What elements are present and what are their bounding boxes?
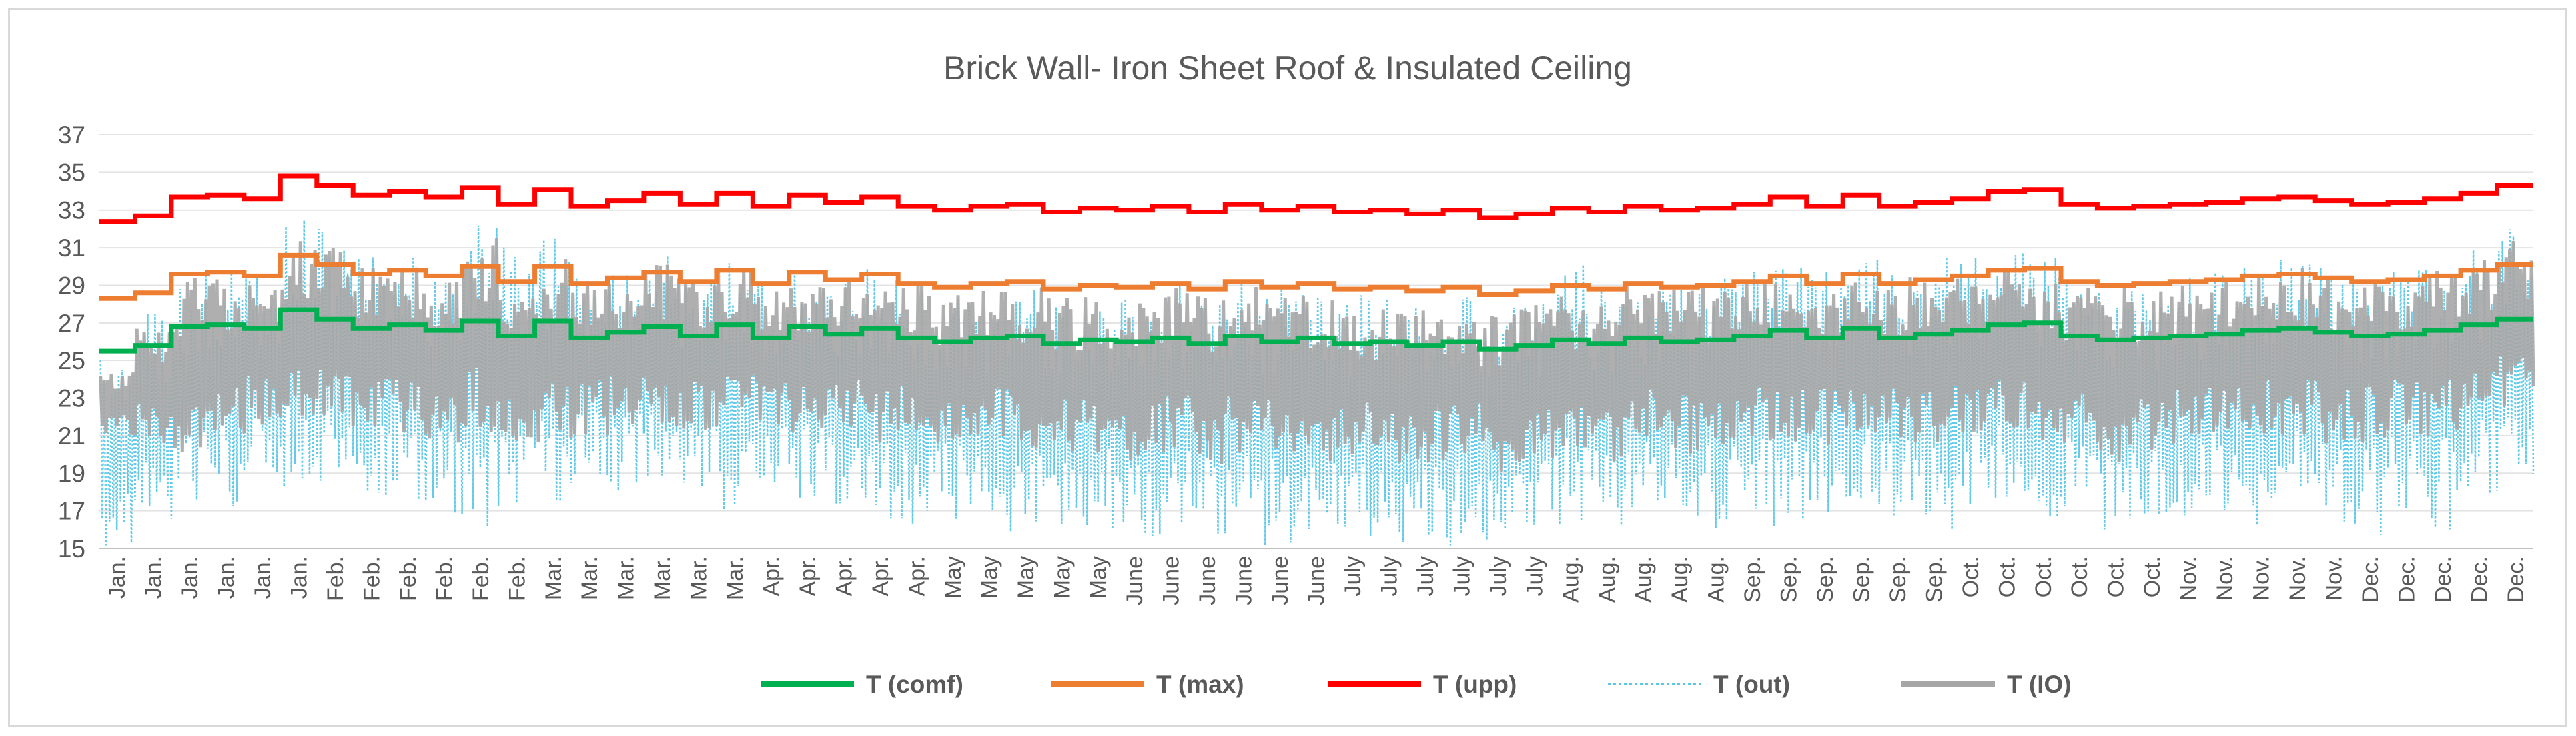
- x-tick-label: June: [1304, 556, 1330, 605]
- y-tick-label: 27: [58, 310, 85, 337]
- x-tick-label: Mar.: [723, 556, 748, 600]
- x-tick-label: July: [1376, 556, 1402, 596]
- y-tick-label: 17: [58, 498, 85, 525]
- y-tick-label: 21: [58, 422, 85, 450]
- y-tick-label: 25: [58, 347, 85, 374]
- x-tick-label: Dec.: [2467, 556, 2492, 603]
- x-tick-label: June: [1122, 556, 1148, 605]
- y-tick-label: 33: [58, 197, 85, 224]
- x-tick-label: May: [1013, 556, 1039, 599]
- series-line-tmax: [99, 252, 2533, 301]
- x-tick-label: July: [1449, 556, 1474, 596]
- y-tick-label: 37: [58, 121, 85, 149]
- x-tick-label: Apr.: [904, 556, 929, 596]
- x-tick-label: Sep.: [1813, 556, 1838, 603]
- y-tick-label: 31: [58, 234, 85, 262]
- x-tick-label: Feb.: [359, 556, 384, 601]
- x-tick-label: Oct.: [2140, 556, 2165, 597]
- x-tick-label: July: [1340, 556, 1366, 596]
- series-line-tcomf: [99, 307, 2533, 354]
- y-axis-ticks: 15 17 19 21 23 25 27 29 31 33 35 37: [58, 121, 85, 563]
- legend-label: T (upp): [1433, 671, 1517, 698]
- legend-label: T (comf): [866, 671, 963, 698]
- x-tick-label: Aug.: [1631, 556, 1657, 603]
- x-tick-label: Aug.: [1667, 556, 1693, 603]
- series-layer: [99, 173, 2535, 546]
- x-tick-label: Oct.: [1994, 556, 2020, 597]
- x-tick-label: Feb.: [396, 556, 421, 601]
- x-tick-label: May: [941, 556, 966, 599]
- x-tick-label: Mar.: [577, 556, 602, 600]
- x-tick-label: July: [1522, 556, 1547, 596]
- x-tick-label: Oct.: [2067, 556, 2092, 597]
- x-tick-label: July: [1413, 556, 1438, 596]
- x-tick-label: Sep.: [1921, 556, 1947, 603]
- x-tick-label: Mar.: [687, 556, 712, 600]
- x-tick-label: Apr.: [868, 556, 893, 596]
- legend-label: T (out): [1713, 671, 1790, 698]
- chart-title: Brick Wall- Iron Sheet Roof & Insulated …: [943, 49, 1632, 87]
- x-tick-label: Mar.: [541, 556, 566, 600]
- x-tick-label: Jan.: [214, 556, 240, 599]
- series-line-tio: [99, 238, 2535, 472]
- x-tick-label: Oct.: [1958, 556, 1984, 597]
- legend-label: T (IO): [2007, 671, 2072, 698]
- x-tick-label: Jan.: [287, 556, 312, 599]
- x-tick-label: Sep.: [1849, 556, 1874, 603]
- x-tick-label: July: [1486, 556, 1511, 596]
- x-axis-ticks: Jan. Jan. Jan. Jan. Jan. Jan. Feb. Feb. Feb. Feb.…: [105, 556, 2529, 605]
- x-tick-label: Nov.: [2321, 556, 2346, 601]
- x-tick-label: Dec.: [2394, 556, 2419, 603]
- x-tick-label: Feb.: [504, 556, 530, 601]
- x-tick-label: Sep.: [1740, 556, 1765, 603]
- x-tick-label: Aug.: [1704, 556, 1729, 603]
- y-tick-label: 35: [58, 159, 85, 186]
- line-chart: Brick Wall- Iron Sheet Roof & Insulated …: [58, 49, 2535, 698]
- y-tick-label: 23: [58, 385, 85, 412]
- x-tick-label: Apr.: [759, 556, 785, 596]
- y-tick-label: 15: [58, 535, 85, 563]
- x-tick-label: Dec.: [2503, 556, 2529, 603]
- x-tick-label: June: [1159, 556, 1184, 605]
- x-tick-label: Dec.: [2431, 556, 2456, 603]
- legend: T (comf) T (max) T (upp) T (out) T (IO): [761, 671, 2072, 698]
- x-tick-label: Dec.: [2358, 556, 2383, 603]
- y-tick-label: 19: [58, 460, 85, 487]
- x-tick-label: June: [1232, 556, 1257, 605]
- x-tick-label: May: [977, 556, 1002, 599]
- x-tick-label: Oct.: [2104, 556, 2129, 597]
- chart-frame: Brick Wall- Iron Sheet Roof & Insulated …: [8, 8, 2567, 727]
- x-tick-label: Nov.: [2249, 556, 2274, 601]
- x-tick-label: Oct.: [2031, 556, 2056, 597]
- x-tick-label: Jan.: [105, 556, 130, 599]
- x-tick-label: Nov.: [2285, 556, 2310, 601]
- x-tick-label: Jan.: [250, 556, 276, 599]
- y-tick-label: 29: [58, 272, 85, 299]
- x-tick-label: Mar.: [650, 556, 675, 600]
- x-tick-label: Jan.: [141, 556, 167, 599]
- x-tick-label: Aug.: [1559, 556, 1584, 603]
- x-tick-label: Apr.: [831, 556, 857, 596]
- series-line-tupp: [99, 173, 2533, 224]
- x-tick-label: Sep.: [1885, 556, 1911, 603]
- x-tick-label: Feb.: [432, 556, 457, 601]
- x-tick-label: June: [1268, 556, 1293, 605]
- x-tick-label: Nov.: [2176, 556, 2202, 601]
- x-tick-label: Feb.: [323, 556, 348, 601]
- x-tick-label: Sep.: [1777, 556, 1802, 603]
- x-tick-label: Jan.: [177, 556, 203, 599]
- x-tick-label: Nov.: [2212, 556, 2238, 601]
- x-tick-label: Feb.: [468, 556, 494, 601]
- x-tick-label: June: [1195, 556, 1220, 605]
- legend-label: T (max): [1156, 671, 1244, 698]
- x-tick-label: Apr.: [795, 556, 821, 596]
- x-tick-label: May: [1086, 556, 1112, 599]
- x-tick-label: May: [1049, 556, 1075, 599]
- x-tick-label: Mar.: [614, 556, 639, 600]
- x-tick-label: Aug.: [1595, 556, 1620, 603]
